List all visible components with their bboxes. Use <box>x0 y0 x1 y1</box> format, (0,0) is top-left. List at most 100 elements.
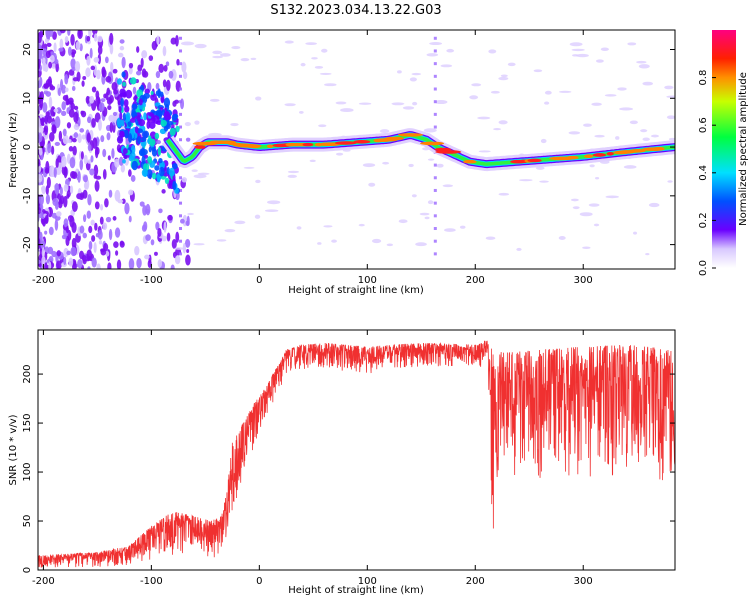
spectrogram-sideband <box>194 120 200 125</box>
spectrogram-ridge-peak <box>384 136 404 141</box>
spectrogram-noise-blob <box>48 96 53 109</box>
spectrogram-noise-blob <box>70 246 77 257</box>
spectrogram-sideband <box>642 137 650 141</box>
spectrogram-noise-blob <box>96 263 101 269</box>
spectrogram-y-tick-label: -20 <box>22 236 33 252</box>
spectrogram-noise-blob <box>85 95 90 104</box>
spectrogram-noise-blob <box>42 61 47 72</box>
spectrogram-noise-blob <box>83 182 88 190</box>
spectrogram-noise-blob <box>175 35 179 47</box>
spectrogram-noise-blob <box>99 216 104 225</box>
spectrogram-cluster-blob <box>151 172 157 180</box>
spectrogram-noise-blob <box>111 148 115 159</box>
spectrogram-noise-blob <box>105 92 109 100</box>
spectrogram-noise-blob <box>61 165 68 176</box>
spectrogram-noise-blob <box>90 65 96 71</box>
spectrogram-cluster-blob <box>119 111 123 120</box>
spectrogram-cluster-blob <box>118 106 122 113</box>
spectrogram-noise-blob <box>115 250 119 256</box>
spectrogram-noise-blob <box>49 131 55 142</box>
spectrogram-noise-blob <box>112 115 117 123</box>
spectrogram-sideband <box>544 90 552 95</box>
spectrogram-cluster-blob <box>159 166 165 177</box>
spectrogram-sideband <box>666 95 675 99</box>
spectrogram-noise-blob <box>107 105 112 111</box>
spectrogram-cluster-blob <box>141 137 147 142</box>
colorbar-tick-label: 0.8 <box>698 70 709 86</box>
spectrogram-noise-blob <box>92 30 98 35</box>
spectrogram-noise-blob <box>68 97 74 105</box>
spectrogram-cluster-blob <box>163 110 171 121</box>
spectrogram-noise-blob <box>58 130 63 142</box>
spectrogram-noise-blob <box>98 119 102 131</box>
spectrogram-sideband <box>576 53 589 58</box>
snr-x-tick-label: 100 <box>358 576 377 587</box>
spectrogram-streak <box>433 201 437 205</box>
spectrogram-noise-blob <box>58 47 64 52</box>
spectrogram-cluster-blob <box>171 163 178 170</box>
colorbar-label: Normalized spectral amplitude <box>738 72 749 226</box>
spectrogram-cluster-blob <box>137 136 141 145</box>
spectrogram-noise-blob <box>155 71 161 79</box>
spectrogram-noise-blob <box>47 143 52 154</box>
spectrogram-sideband <box>305 42 318 45</box>
spectrogram-streak <box>433 112 437 116</box>
snr-x-tick-label: 300 <box>574 576 593 587</box>
spectrogram-sideband <box>666 115 675 120</box>
spectrogram-noise-blob <box>70 102 75 111</box>
spectrogram-noise-blob <box>157 227 162 237</box>
spectrogram-noise-blob <box>100 135 105 143</box>
spectrogram-sideband <box>287 170 300 174</box>
snr-panel: -200 -100 0 100 200 300 0 50 100 150 200 Height of… <box>8 329 676 596</box>
spectrogram-noise-blob <box>94 146 99 159</box>
spectrogram-noise-blob <box>82 76 87 81</box>
spectrogram-sideband <box>490 90 500 94</box>
spectrogram-sideband <box>415 242 427 247</box>
spectrogram-noise-blob <box>65 226 69 234</box>
spectrogram-noise-blob <box>51 145 55 155</box>
spectrogram-noise-blob <box>100 98 106 103</box>
spectrogram-noise-blob <box>54 116 61 128</box>
spectrogram-noise-blob <box>97 35 103 43</box>
spectrogram-sideband <box>309 159 316 163</box>
spectrogram-noise-blob <box>42 102 48 113</box>
spectrogram-noise-blob <box>90 155 94 163</box>
spectrogram-sideband <box>588 203 600 207</box>
spectrogram-ridge-peak <box>397 133 424 137</box>
spectrogram-noise-blob <box>64 74 69 85</box>
spectrogram-noise-blob <box>44 114 49 125</box>
colorbar-gradient <box>712 30 736 268</box>
spectrogram-sideband <box>535 166 545 170</box>
spectrogram-noise-blob <box>63 256 67 266</box>
spectrogram-sideband <box>440 64 453 68</box>
spectrogram-noise-blob <box>44 230 48 235</box>
spectrogram-ridge-peak <box>435 150 462 154</box>
spectrogram-sideband <box>594 134 605 138</box>
spectrogram-streak <box>433 176 437 180</box>
spectrogram-sideband <box>427 200 434 205</box>
spectrogram-noise-blob <box>64 87 69 92</box>
spectrogram-sideband <box>571 48 585 52</box>
spectrogram-streak <box>179 74 183 78</box>
spectrogram-sideband <box>605 195 619 199</box>
spectrogram-noise-blob <box>128 62 134 69</box>
spectrogram-noise-blob <box>50 54 55 63</box>
spectrogram-noise-blob <box>63 184 69 192</box>
spectrogram-cluster-blob <box>120 98 125 107</box>
spectrogram-noise-blob <box>41 247 45 259</box>
spectrogram-x-tick-label: -200 <box>32 275 55 286</box>
spectrogram-noise-blob <box>59 38 64 50</box>
spectrogram-ridge-peak <box>353 139 371 144</box>
spectrogram-noise-blob <box>63 195 68 208</box>
spectrogram-streak <box>179 239 183 243</box>
spectrogram-noise-blob <box>158 208 163 214</box>
spectrogram-streak <box>179 201 183 205</box>
spectrogram-streak <box>433 188 437 192</box>
spectrogram-cluster-blob <box>160 96 165 103</box>
snr-y-tick-label: 50 <box>22 515 33 528</box>
spectrogram-sideband <box>412 101 418 106</box>
spectrogram-noise-blob <box>134 245 140 256</box>
spectrogram-noise-blob <box>112 68 118 74</box>
spectrogram-noise-blob <box>38 117 41 129</box>
